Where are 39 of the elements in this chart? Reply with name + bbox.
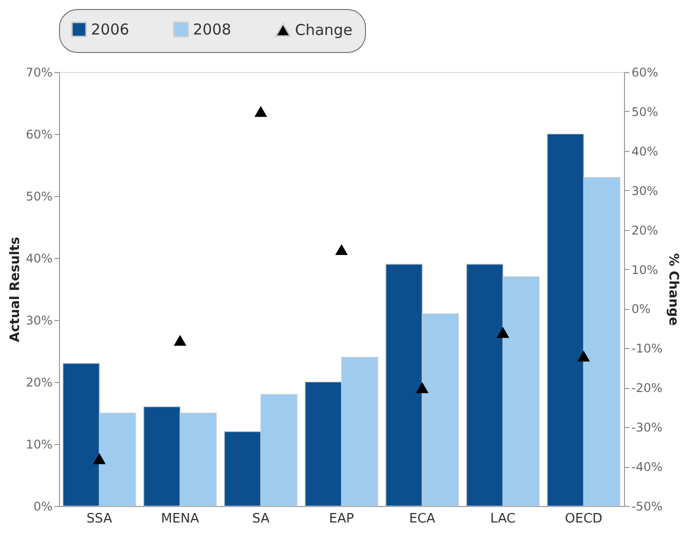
y2-axis-title: % Change xyxy=(666,253,680,326)
y2-tick-label: 50% xyxy=(632,104,658,119)
x-tick-label: LAC xyxy=(490,512,516,526)
x-tick-label: SSA xyxy=(86,512,112,526)
y2-tick-label: 0% xyxy=(632,302,651,316)
point xyxy=(93,453,106,464)
x-tick-label: SA xyxy=(252,512,270,526)
y2-tick-label: -50% xyxy=(632,500,663,514)
y2-tick-label: -40% xyxy=(632,460,663,474)
y2-tick-label: -10% xyxy=(632,342,663,356)
point xyxy=(335,244,348,256)
y-axis-title: Actual Results xyxy=(8,236,23,342)
y2-tick-label: 60% xyxy=(632,66,658,80)
y-tick-label: 20% xyxy=(26,376,52,390)
y-tick-label: 10% xyxy=(26,438,52,452)
y2-tick-label: 10% xyxy=(632,262,658,277)
y-tick-label: 30% xyxy=(26,314,52,328)
point xyxy=(416,382,429,394)
legend-label: Change xyxy=(295,20,352,39)
y2-tick-label: 40% xyxy=(632,144,658,158)
point xyxy=(174,334,186,346)
x-tick-label: MENA xyxy=(161,512,200,526)
legend-label: 2006 xyxy=(91,20,130,38)
y-tick-label: 70% xyxy=(26,66,52,80)
y2-tick-label: 30% xyxy=(632,184,658,198)
x-tick-label: ECA xyxy=(409,512,436,526)
point xyxy=(496,326,510,338)
legend-label: 2008 xyxy=(193,20,232,38)
y2-tick-label: 20% xyxy=(632,223,658,238)
y2-tick-label: -20% xyxy=(632,381,663,396)
y-tick-label: 60% xyxy=(26,128,52,142)
point xyxy=(254,106,268,117)
y-tick-label: 50% xyxy=(26,190,52,204)
y-tick-label: 0% xyxy=(33,500,52,514)
y-tick-label: 40% xyxy=(26,252,52,266)
y2-tick-label: -30% xyxy=(632,420,663,435)
point xyxy=(577,350,590,362)
x-tick-label: EAP xyxy=(329,512,354,526)
x-tick-label: OECD xyxy=(564,512,602,526)
